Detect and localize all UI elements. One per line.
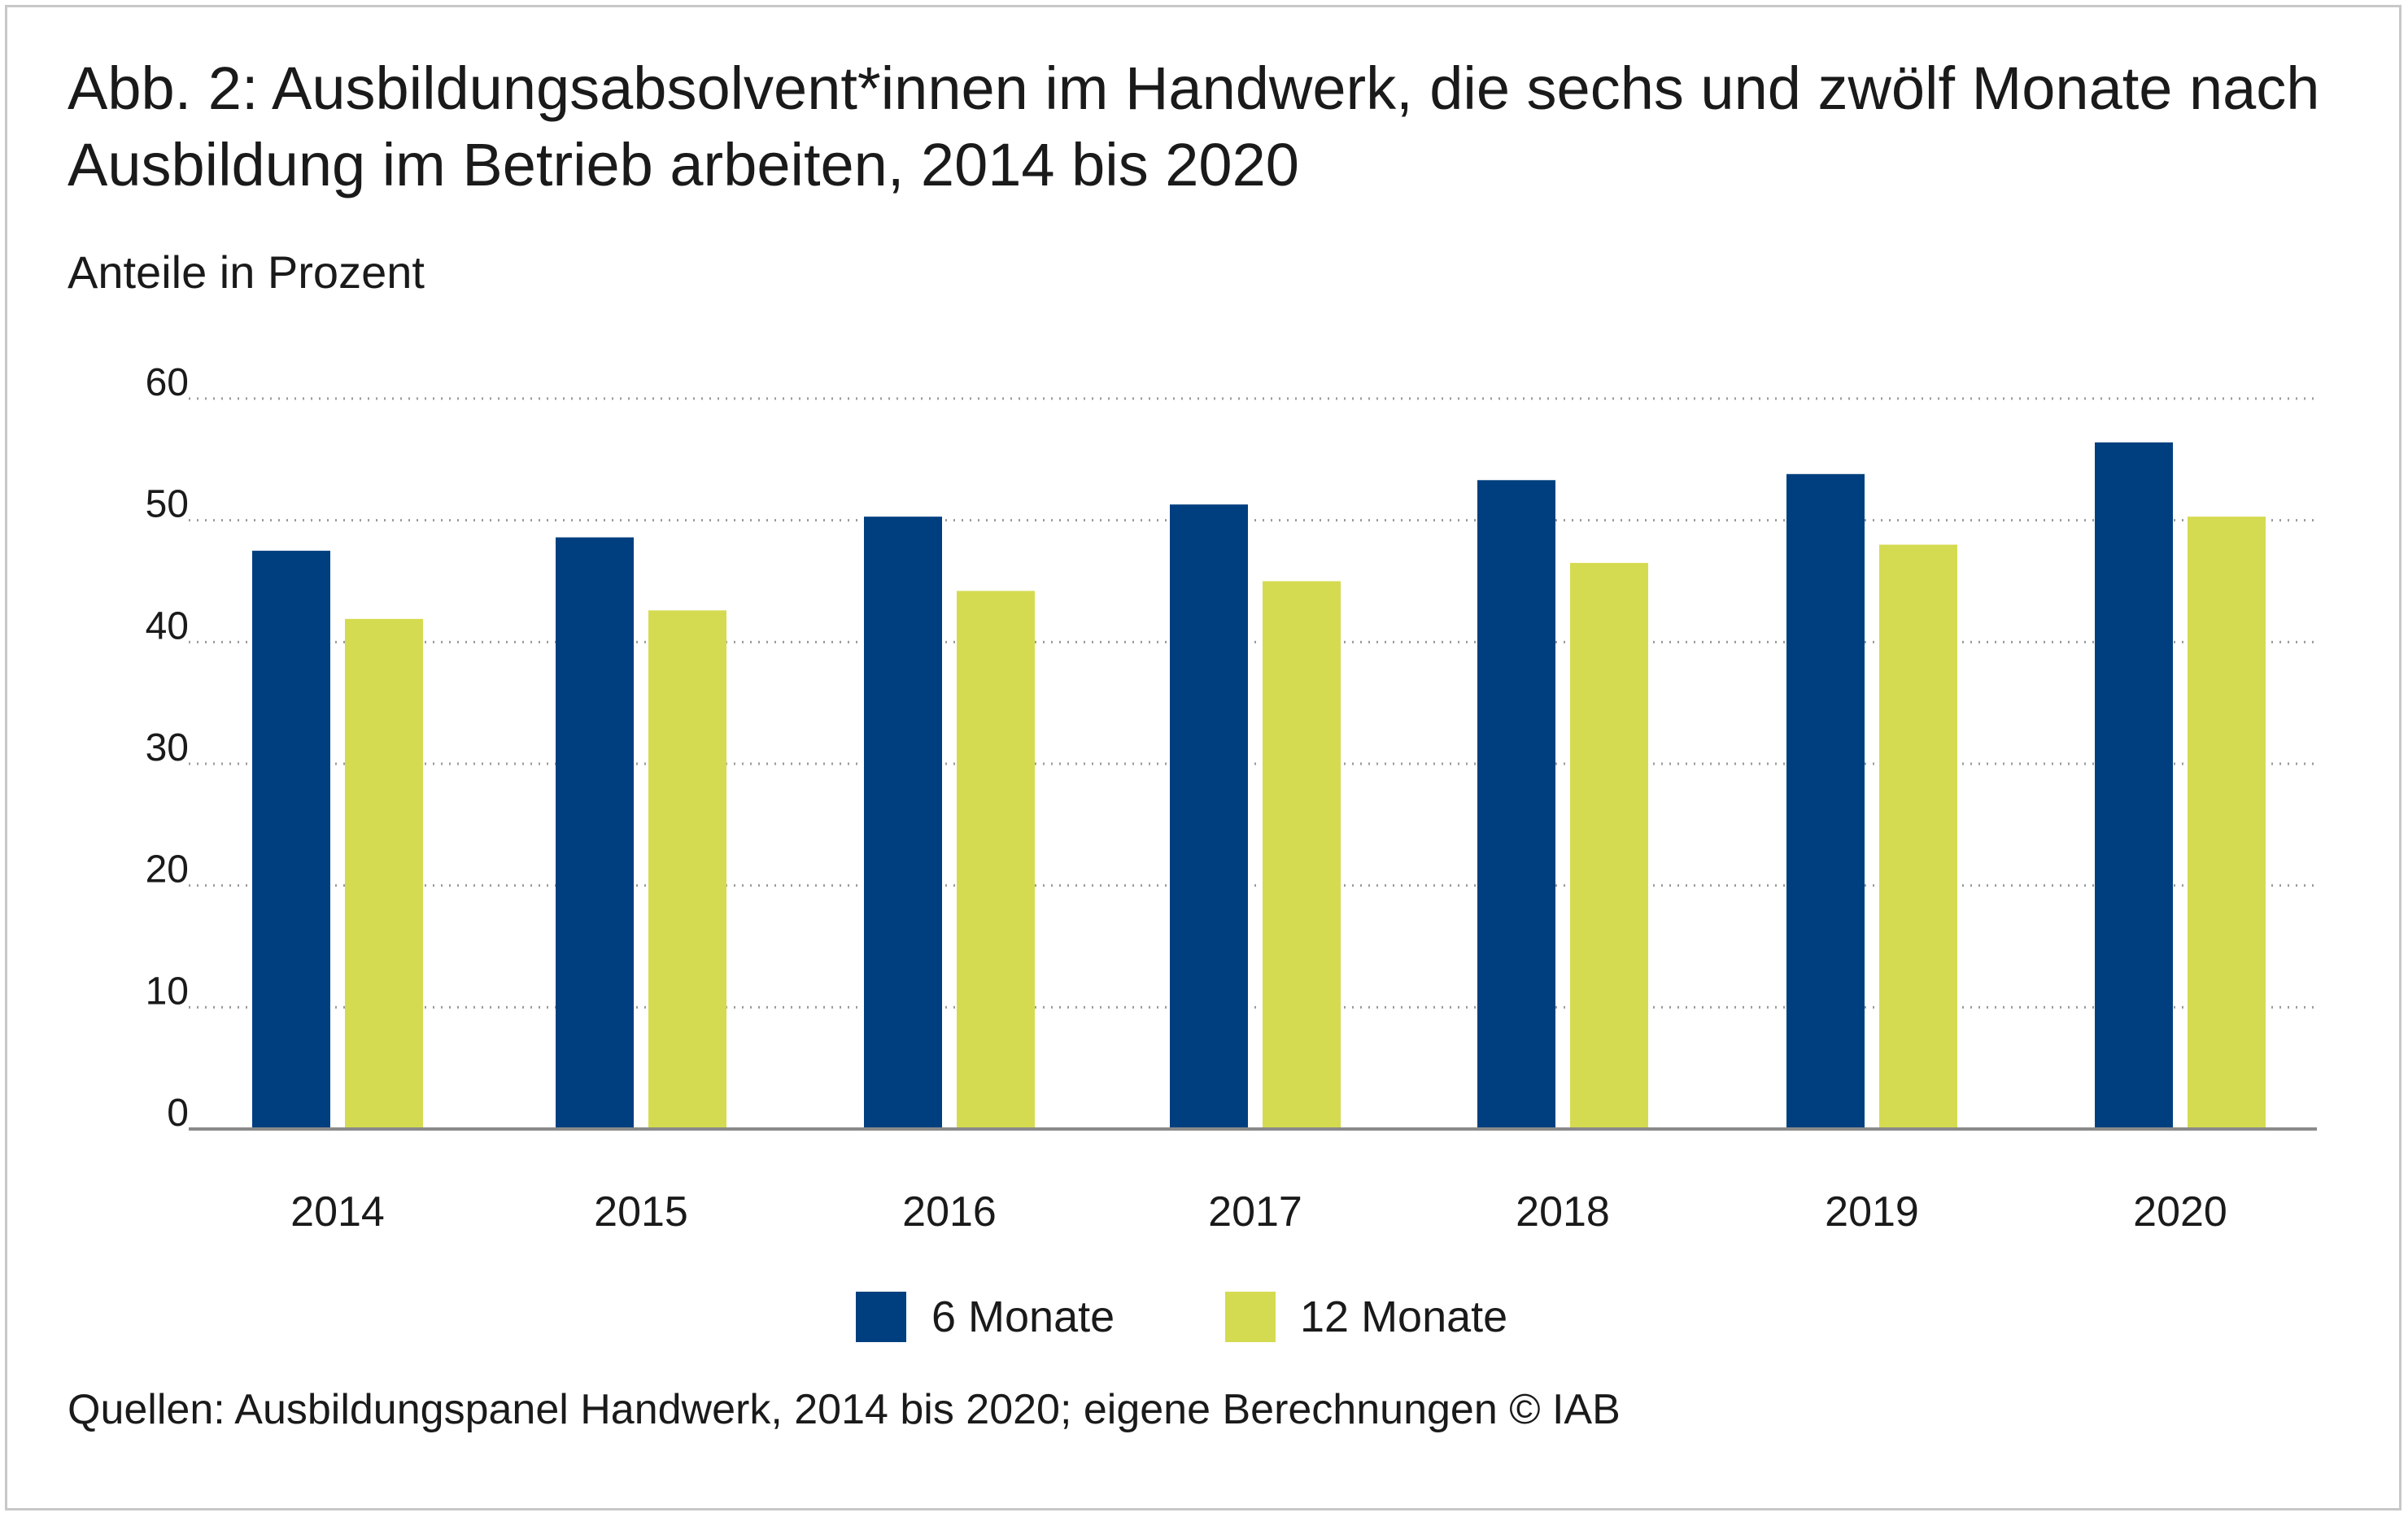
chart-subtitle: Anteile in Prozent — [68, 246, 425, 298]
bar-6-monate-2016 — [864, 517, 942, 1129]
bar-12-monate-2015 — [648, 610, 726, 1129]
bar-6-monate-2015 — [556, 537, 634, 1129]
legend-label-12-monate: 12 Monate — [1300, 1293, 1507, 1341]
y-axis-ticks: 0 10 20 30 40 50 60 — [146, 361, 189, 1135]
x-tick-label-2020: 2020 — [2133, 1188, 2227, 1236]
legend-swatch-6-monate — [856, 1292, 906, 1342]
source-note: Quellen: Ausbildungspanel Handwerk, 2014… — [68, 1386, 1621, 1433]
figure-frame — [5, 5, 2401, 1510]
legend: 6 Monate 12 Monate — [856, 1292, 1507, 1342]
x-tick-label-2018: 2018 — [1516, 1188, 1610, 1236]
x-axis-labels: 2014 2015 2016 2017 2018 2019 2020 — [290, 1188, 2227, 1236]
bar-6-monate-2020 — [2095, 442, 2173, 1129]
x-tick-label-2014: 2014 — [290, 1188, 385, 1236]
y-tick-label-10: 10 — [146, 970, 189, 1013]
gridlines — [189, 397, 2317, 1009]
y-tick-label-40: 40 — [146, 604, 189, 647]
bar-12-monate-2016 — [957, 591, 1035, 1129]
bar-6-monate-2019 — [1786, 473, 1865, 1129]
bar-12-monate-2018 — [1570, 563, 1648, 1129]
y-tick-label-0: 0 — [167, 1092, 189, 1135]
bar-6-monate-2018 — [1477, 480, 1555, 1129]
legend-swatch-12-monate — [1225, 1292, 1276, 1342]
x-tick-label-2017: 2017 — [1208, 1188, 1302, 1236]
bars — [252, 442, 2266, 1129]
bar-12-monate-2014 — [345, 618, 423, 1129]
y-tick-label-60: 60 — [146, 361, 189, 404]
bar-12-monate-2019 — [1879, 544, 1957, 1129]
x-tick-label-2019: 2019 — [1825, 1188, 1919, 1236]
bar-6-monate-2014 — [252, 551, 330, 1129]
bar-12-monate-2017 — [1263, 581, 1341, 1129]
bar-12-monate-2020 — [2188, 517, 2266, 1129]
legend-label-6-monate: 6 Monate — [931, 1293, 1115, 1341]
x-tick-label-2016: 2016 — [902, 1188, 997, 1236]
bar-6-monate-2017 — [1170, 504, 1248, 1129]
y-tick-label-20: 20 — [146, 848, 189, 891]
x-tick-label-2015: 2015 — [594, 1188, 688, 1236]
y-tick-label-50: 50 — [146, 483, 189, 526]
y-tick-label-30: 30 — [146, 726, 189, 769]
chart-title: Abb. 2: Ausbildungsabsolvent*innen im Ha… — [68, 54, 2320, 198]
